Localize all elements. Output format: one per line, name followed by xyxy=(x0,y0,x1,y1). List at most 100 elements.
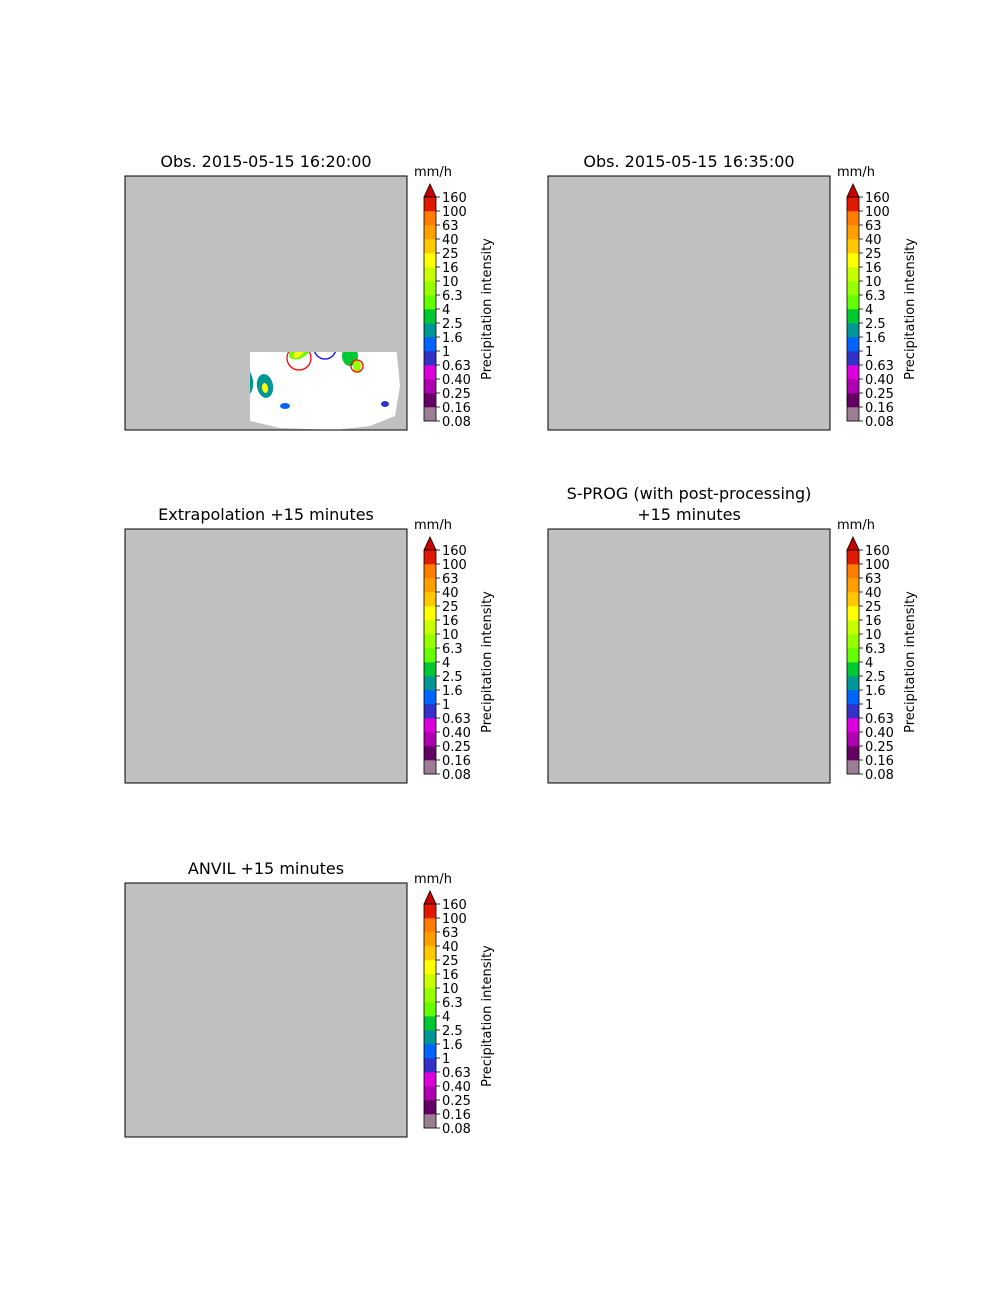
no-data-area xyxy=(125,883,407,1137)
colorbar-segment xyxy=(847,379,859,394)
colorbar-segment xyxy=(847,564,859,579)
colorbar-segment xyxy=(424,197,436,212)
map-frame xyxy=(547,175,831,431)
colorbar-unit: mm/h xyxy=(837,165,875,180)
colorbar-tick-label: 16 xyxy=(442,968,459,983)
panel-title: Extrapolation +15 minutes xyxy=(158,505,374,524)
panel-title: Obs. 2015-05-15 16:20:00 xyxy=(160,152,371,171)
colorbar-tick-label: 10 xyxy=(442,982,459,997)
panel-title: S-PROG (with post-processing) xyxy=(567,484,812,503)
colorbar-tick-label: 100 xyxy=(865,205,890,220)
colorbar-tick-label: 63 xyxy=(442,926,459,941)
colorbar-tick-label: 0.40 xyxy=(442,1080,471,1095)
colorbar-segment xyxy=(424,550,436,565)
colorbar-tick-label: 100 xyxy=(442,912,467,927)
colorbar-segment xyxy=(424,974,436,989)
colorbar-tick-label: 63 xyxy=(865,219,882,234)
colorbar-segment xyxy=(424,564,436,579)
colorbar-tick-label: 25 xyxy=(442,954,459,969)
colorbar-segment xyxy=(847,620,859,635)
colorbar-tick-label: 100 xyxy=(442,558,467,573)
colorbar-tick-label: 40 xyxy=(442,233,459,248)
colorbar-segment xyxy=(424,365,436,380)
colorbar-tick-label: 40 xyxy=(865,586,882,601)
colorbar-segment xyxy=(424,351,436,366)
colorbar-tick-label: 10 xyxy=(442,275,459,290)
panel-title: +15 minutes xyxy=(637,505,741,524)
colorbar: 0.080.160.250.400.6311.62.546.3101625406… xyxy=(414,518,495,783)
colorbar-tick-label: 0.08 xyxy=(865,768,894,783)
colorbar-segment xyxy=(424,309,436,324)
colorbar-segment xyxy=(847,718,859,733)
colorbar-segment xyxy=(424,1058,436,1073)
colorbar-segment xyxy=(847,267,859,282)
colorbar-tick-label: 1.6 xyxy=(442,1038,463,1053)
colorbar-segment xyxy=(424,904,436,919)
colorbar-tick-label: 25 xyxy=(442,600,459,615)
colorbar-segment xyxy=(424,253,436,268)
precipitation-cell xyxy=(280,403,290,409)
colorbar-tick-label: 16 xyxy=(865,261,882,276)
colorbar-label: Precipitation intensity xyxy=(480,238,495,380)
panel-title: Obs. 2015-05-15 16:35:00 xyxy=(583,152,794,171)
colorbar-tick-label: 6.3 xyxy=(442,996,463,1011)
colorbar-segment xyxy=(847,281,859,296)
map-frame xyxy=(124,528,408,784)
colorbar-segment xyxy=(847,676,859,691)
colorbar-segment xyxy=(847,253,859,268)
colorbar-tick-label: 0.63 xyxy=(865,359,894,374)
colorbar-segment xyxy=(424,267,436,282)
colorbar-tick-label: 1 xyxy=(442,1052,450,1067)
colorbar-segment xyxy=(424,225,436,240)
colorbar-segment xyxy=(847,211,859,226)
colorbar-segment xyxy=(424,746,436,761)
panel-3: Extrapolation +15 minutes 0.080.160.250.4… xyxy=(124,505,495,784)
colorbar-tick-label: 10 xyxy=(442,628,459,643)
precipitation-cell xyxy=(353,360,361,372)
colorbar-segment xyxy=(424,323,436,338)
colorbar-segment xyxy=(847,592,859,607)
colorbar-tick-label: 0.25 xyxy=(442,740,471,755)
colorbar-segment xyxy=(424,393,436,408)
colorbar-segment xyxy=(424,379,436,394)
colorbar-tick-label: 25 xyxy=(442,247,459,262)
colorbar-tick-label: 0.08 xyxy=(442,768,471,783)
colorbar-extend xyxy=(846,183,860,198)
panel-2: Obs. 2015-05-15 16:35:00 0.080.160.250.40… xyxy=(547,152,918,431)
colorbar-tick-label: 160 xyxy=(442,898,467,913)
colorbar-tick-label: 160 xyxy=(442,544,467,559)
colorbar-tick-label: 63 xyxy=(442,219,459,234)
colorbar-tick-label: 2.5 xyxy=(442,317,463,332)
colorbar-segment xyxy=(847,309,859,324)
colorbar-tick-label: 1.6 xyxy=(865,684,886,699)
colorbar-tick-label: 160 xyxy=(865,544,890,559)
colorbar-tick-label: 0.63 xyxy=(442,1066,471,1081)
colorbar-segment xyxy=(424,704,436,719)
precipitation-cell xyxy=(292,352,304,358)
colorbar-tick-label: 1 xyxy=(442,698,450,713)
colorbar-tick-label: 100 xyxy=(865,558,890,573)
colorbar-tick-label: 0.16 xyxy=(442,401,471,416)
colorbar-segment xyxy=(847,648,859,663)
panel-4: S-PROG (with post-processing) +15 minutes… xyxy=(547,484,918,784)
colorbar-tick-label: 16 xyxy=(442,261,459,276)
colorbar-segment xyxy=(424,295,436,310)
colorbar-tick-label: 160 xyxy=(442,191,467,206)
colorbar-segment xyxy=(847,225,859,240)
colorbar-tick-label: 0.25 xyxy=(442,387,471,402)
colorbar-segment xyxy=(847,197,859,212)
colorbar-tick-label: 1.6 xyxy=(865,331,886,346)
colorbar-tick-label: 0.16 xyxy=(442,1108,471,1123)
colorbar-tick-label: 1.6 xyxy=(442,684,463,699)
blue-circle-marker xyxy=(314,352,336,360)
colorbar-segment xyxy=(847,323,859,338)
colorbar-tick-label: 40 xyxy=(442,586,459,601)
colorbar-label: Precipitation intensity xyxy=(903,238,918,380)
colorbar-tick-label: 10 xyxy=(865,275,882,290)
colorbar-segment xyxy=(424,918,436,933)
colorbar-tick-label: 10 xyxy=(865,628,882,643)
colorbar-tick-label: 6.3 xyxy=(442,289,463,304)
colorbar-tick-label: 0.40 xyxy=(442,373,471,388)
colorbar-segment xyxy=(424,662,436,677)
colorbar-tick-label: 6.3 xyxy=(865,289,886,304)
